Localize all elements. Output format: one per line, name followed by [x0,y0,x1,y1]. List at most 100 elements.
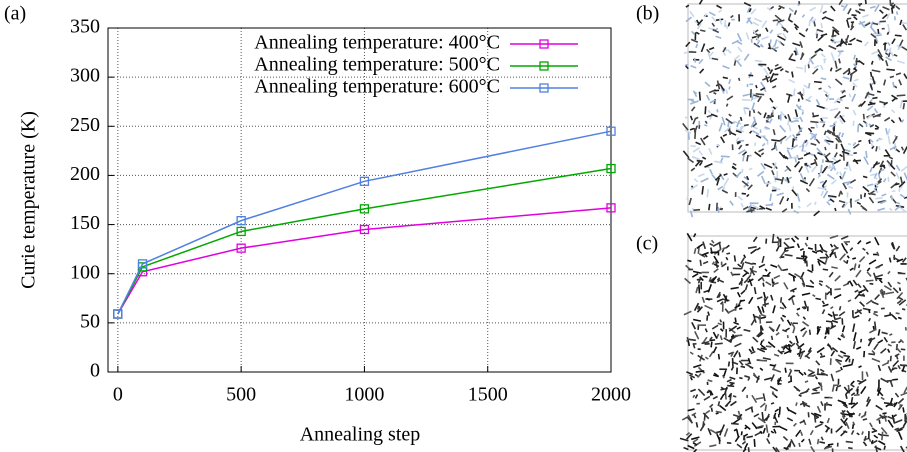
image-stroke [827,443,834,446]
image-stroke [698,58,704,65]
image-stroke [883,285,892,291]
image-stroke [740,431,743,436]
image-stroke [783,177,790,185]
image-stroke [871,429,878,434]
image-stroke [819,4,824,13]
image-stroke [692,438,699,444]
image-stroke [801,145,805,152]
image-stroke [878,440,886,446]
image-stroke [823,165,829,170]
image-stroke [746,274,752,281]
image-stroke [794,160,801,168]
image-stroke [777,19,785,23]
image-stroke [828,195,837,198]
image-stroke [831,346,839,353]
image-stroke [687,132,691,140]
y-tick-label: 150 [70,212,100,234]
image-stroke [889,145,897,151]
image-stroke [878,419,881,424]
image-stroke [896,291,904,300]
image-stroke [717,322,723,326]
image-stroke [699,259,702,267]
image-stroke [836,384,842,388]
image-stroke [892,378,898,381]
image-stroke [894,392,900,398]
image-stroke [889,333,893,336]
image-stroke [760,347,767,351]
image-stroke [763,298,767,307]
image-stroke [844,242,849,246]
image-stroke [819,368,825,373]
image-stroke [733,321,740,326]
image-stroke [874,4,880,13]
image-stroke [852,141,857,147]
image-stroke [895,164,901,172]
image-stroke [817,260,821,266]
image-stroke [748,74,754,77]
image-stroke [764,268,768,272]
image-stroke [852,120,855,127]
marker [137,259,148,269]
image-stroke [904,327,907,331]
image-stroke [892,135,898,144]
image-stroke [813,412,822,417]
image-stroke [842,152,845,161]
image-stroke [769,77,778,83]
image-stroke [767,433,770,438]
image-stroke [871,145,875,150]
marker [236,243,246,253]
image-stroke [883,402,893,405]
image-stroke [791,189,798,197]
image-stroke [704,328,708,333]
image-stroke [782,435,789,442]
image-stroke [857,283,862,289]
image-stroke [692,90,698,98]
image-stroke [735,129,742,134]
image-stroke [790,342,796,348]
image-stroke [817,35,824,42]
image-stroke [817,152,823,156]
image-stroke [786,197,790,202]
image-stroke [781,208,788,213]
image-stroke [785,165,792,172]
image-stroke [761,306,765,313]
image-stroke [765,281,772,286]
image-stroke [774,66,782,71]
image-stroke [889,163,896,170]
image-stroke [902,420,907,427]
image-stroke [684,63,689,67]
image-stroke [682,150,690,159]
image-stroke [862,207,868,212]
image-stroke [781,25,789,33]
image-stroke [817,258,826,265]
image-stroke [781,302,787,309]
image-stroke [769,69,774,75]
image-stroke [717,401,721,407]
image-stroke [782,268,789,272]
image-stroke [741,168,744,174]
image-stroke [697,277,702,284]
image-stroke [901,45,907,51]
image-stroke [691,436,700,441]
image-stroke [717,185,724,191]
image-stroke [771,391,776,397]
image-stroke [709,429,718,435]
image-stroke [846,19,850,28]
image-stroke [719,84,725,92]
image-stroke [727,129,732,134]
image-stroke [894,34,902,37]
image-stroke [742,151,748,156]
image-stroke [737,77,741,82]
image-stroke [816,147,822,154]
image-stroke [793,88,796,96]
image-stroke [860,385,867,395]
image-stroke [760,152,765,156]
image-stroke [686,416,694,424]
image-stroke [853,16,858,21]
image-stroke [796,66,804,70]
image-stroke [817,174,821,179]
image-stroke [682,122,689,131]
image-stroke [863,435,867,442]
image-stroke [900,119,905,123]
image-stroke [842,182,848,190]
